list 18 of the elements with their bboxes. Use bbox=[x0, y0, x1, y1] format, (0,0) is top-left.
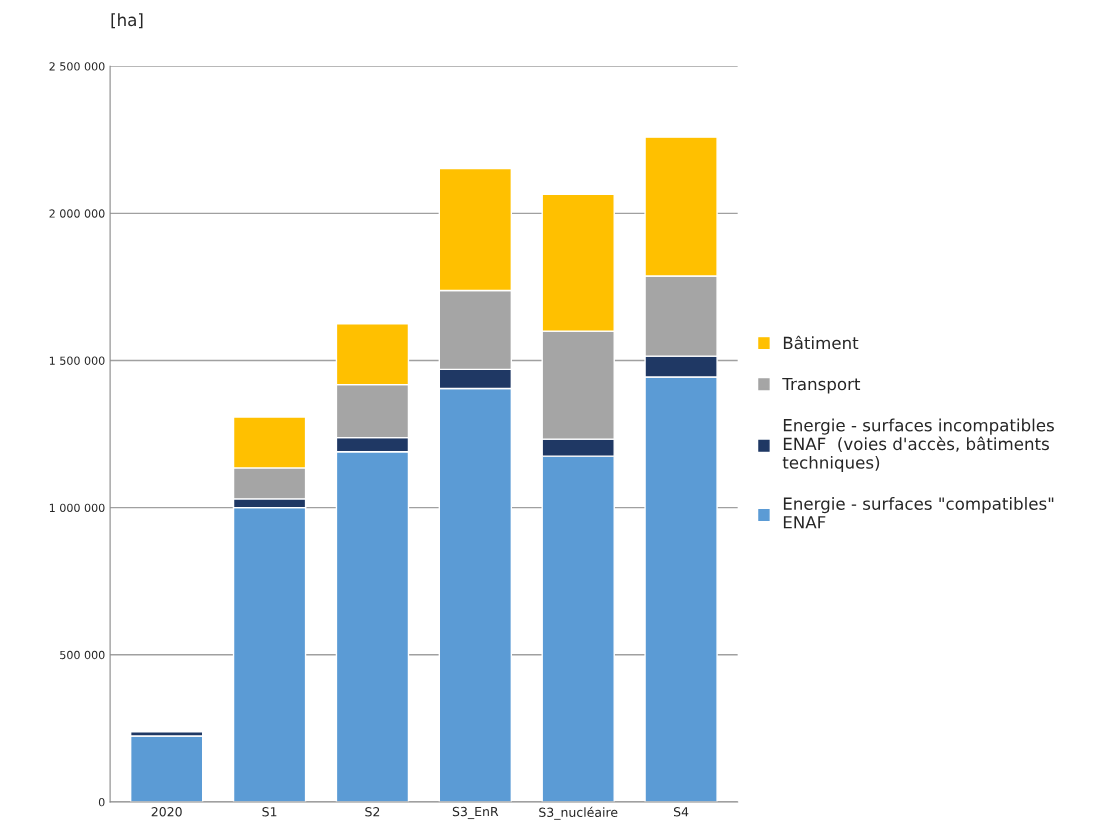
y-tick-label: 0 bbox=[98, 797, 105, 807]
legend-label: Bâtiment bbox=[783, 335, 859, 350]
y-tick-label: 1 000 000 bbox=[49, 503, 105, 513]
x-tick-label: S3_nucléaire bbox=[539, 806, 618, 820]
y-axis-title: [ha] bbox=[111, 13, 143, 29]
bar bbox=[129, 735, 204, 802]
y-tick-label: 2 000 000 bbox=[49, 209, 105, 218]
legend-label: Energie - surfaces incompatibles ENAF (voies d'accès, bâtiments techniques) bbox=[782, 418, 1054, 473]
y-tick-label: 2 500 000 bbox=[49, 62, 105, 71]
x-tick-label: 2020 bbox=[151, 807, 182, 817]
y-tick-label: 1 500 000 bbox=[49, 356, 105, 365]
x-tick-label: S2 bbox=[365, 807, 380, 817]
legend-label: Energie - surfaces "compatibles" ENAF bbox=[783, 497, 1054, 529]
x-tick-label: S4 bbox=[673, 807, 689, 817]
x-tick-label: S1 bbox=[262, 807, 277, 817]
legend-label: Transport bbox=[782, 377, 861, 394]
y-tick-label: 500 000 bbox=[60, 650, 105, 660]
x-tick-label: S3_EnR bbox=[452, 806, 499, 820]
